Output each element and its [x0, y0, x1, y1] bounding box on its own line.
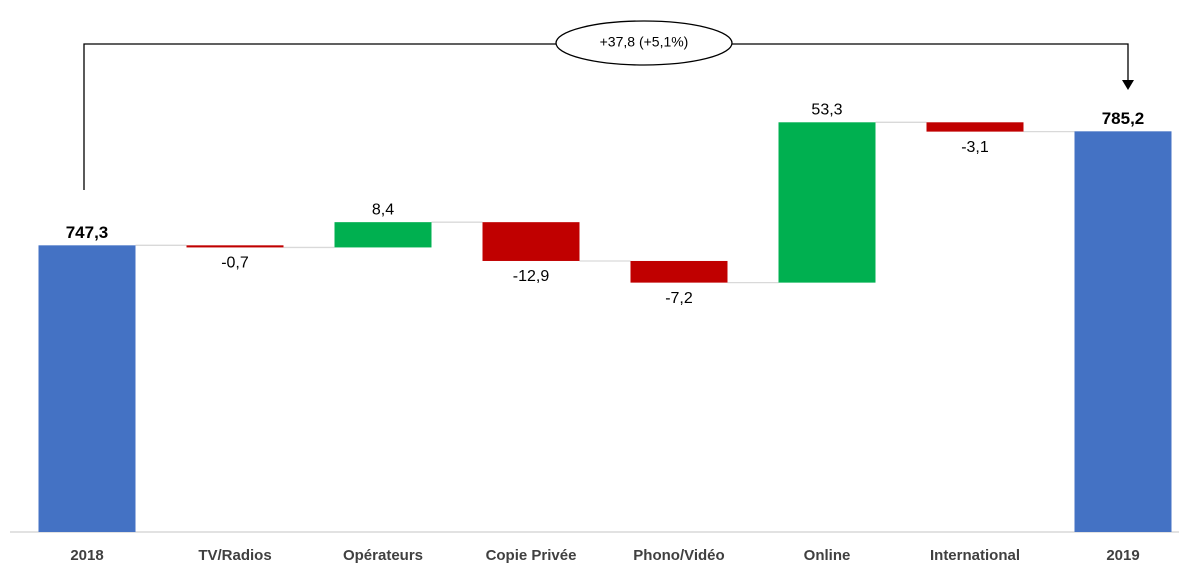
data-label: 747,3 — [66, 223, 109, 242]
bar — [1074, 131, 1172, 532]
data-label: 785,2 — [1102, 109, 1145, 128]
data-label: -12,9 — [513, 268, 550, 285]
x-tick-label: TV/Radios — [198, 547, 271, 564]
x-tick-label: Phono/Vidéo — [633, 547, 724, 564]
annotation: +37,8 (+5,1%) — [600, 34, 689, 50]
x-tick-label: 2019 — [1106, 547, 1139, 564]
data-label: -7,2 — [665, 290, 693, 307]
bar — [334, 222, 432, 248]
bar — [38, 245, 136, 532]
data-label: -3,1 — [961, 139, 989, 156]
bar — [482, 222, 580, 261]
bar — [778, 122, 876, 283]
annotation-bracket — [83, 43, 556, 190]
data-label: 8,4 — [372, 201, 394, 218]
x-tick-label: Copie Privée — [486, 547, 577, 564]
x-tick-label: International — [930, 547, 1020, 564]
annotation-bracket — [732, 43, 1129, 82]
x-tick-label: 2018 — [70, 547, 103, 564]
x-tick-label: Online — [804, 547, 851, 564]
annotation-ellipse — [555, 20, 733, 66]
bar — [630, 260, 728, 283]
data-label: 53,3 — [811, 102, 842, 119]
x-tick-label: Opérateurs — [343, 547, 423, 564]
data-label: -0,7 — [221, 255, 249, 272]
bar — [186, 245, 284, 248]
bar — [926, 122, 1024, 132]
annotation-arrow — [1122, 80, 1134, 90]
